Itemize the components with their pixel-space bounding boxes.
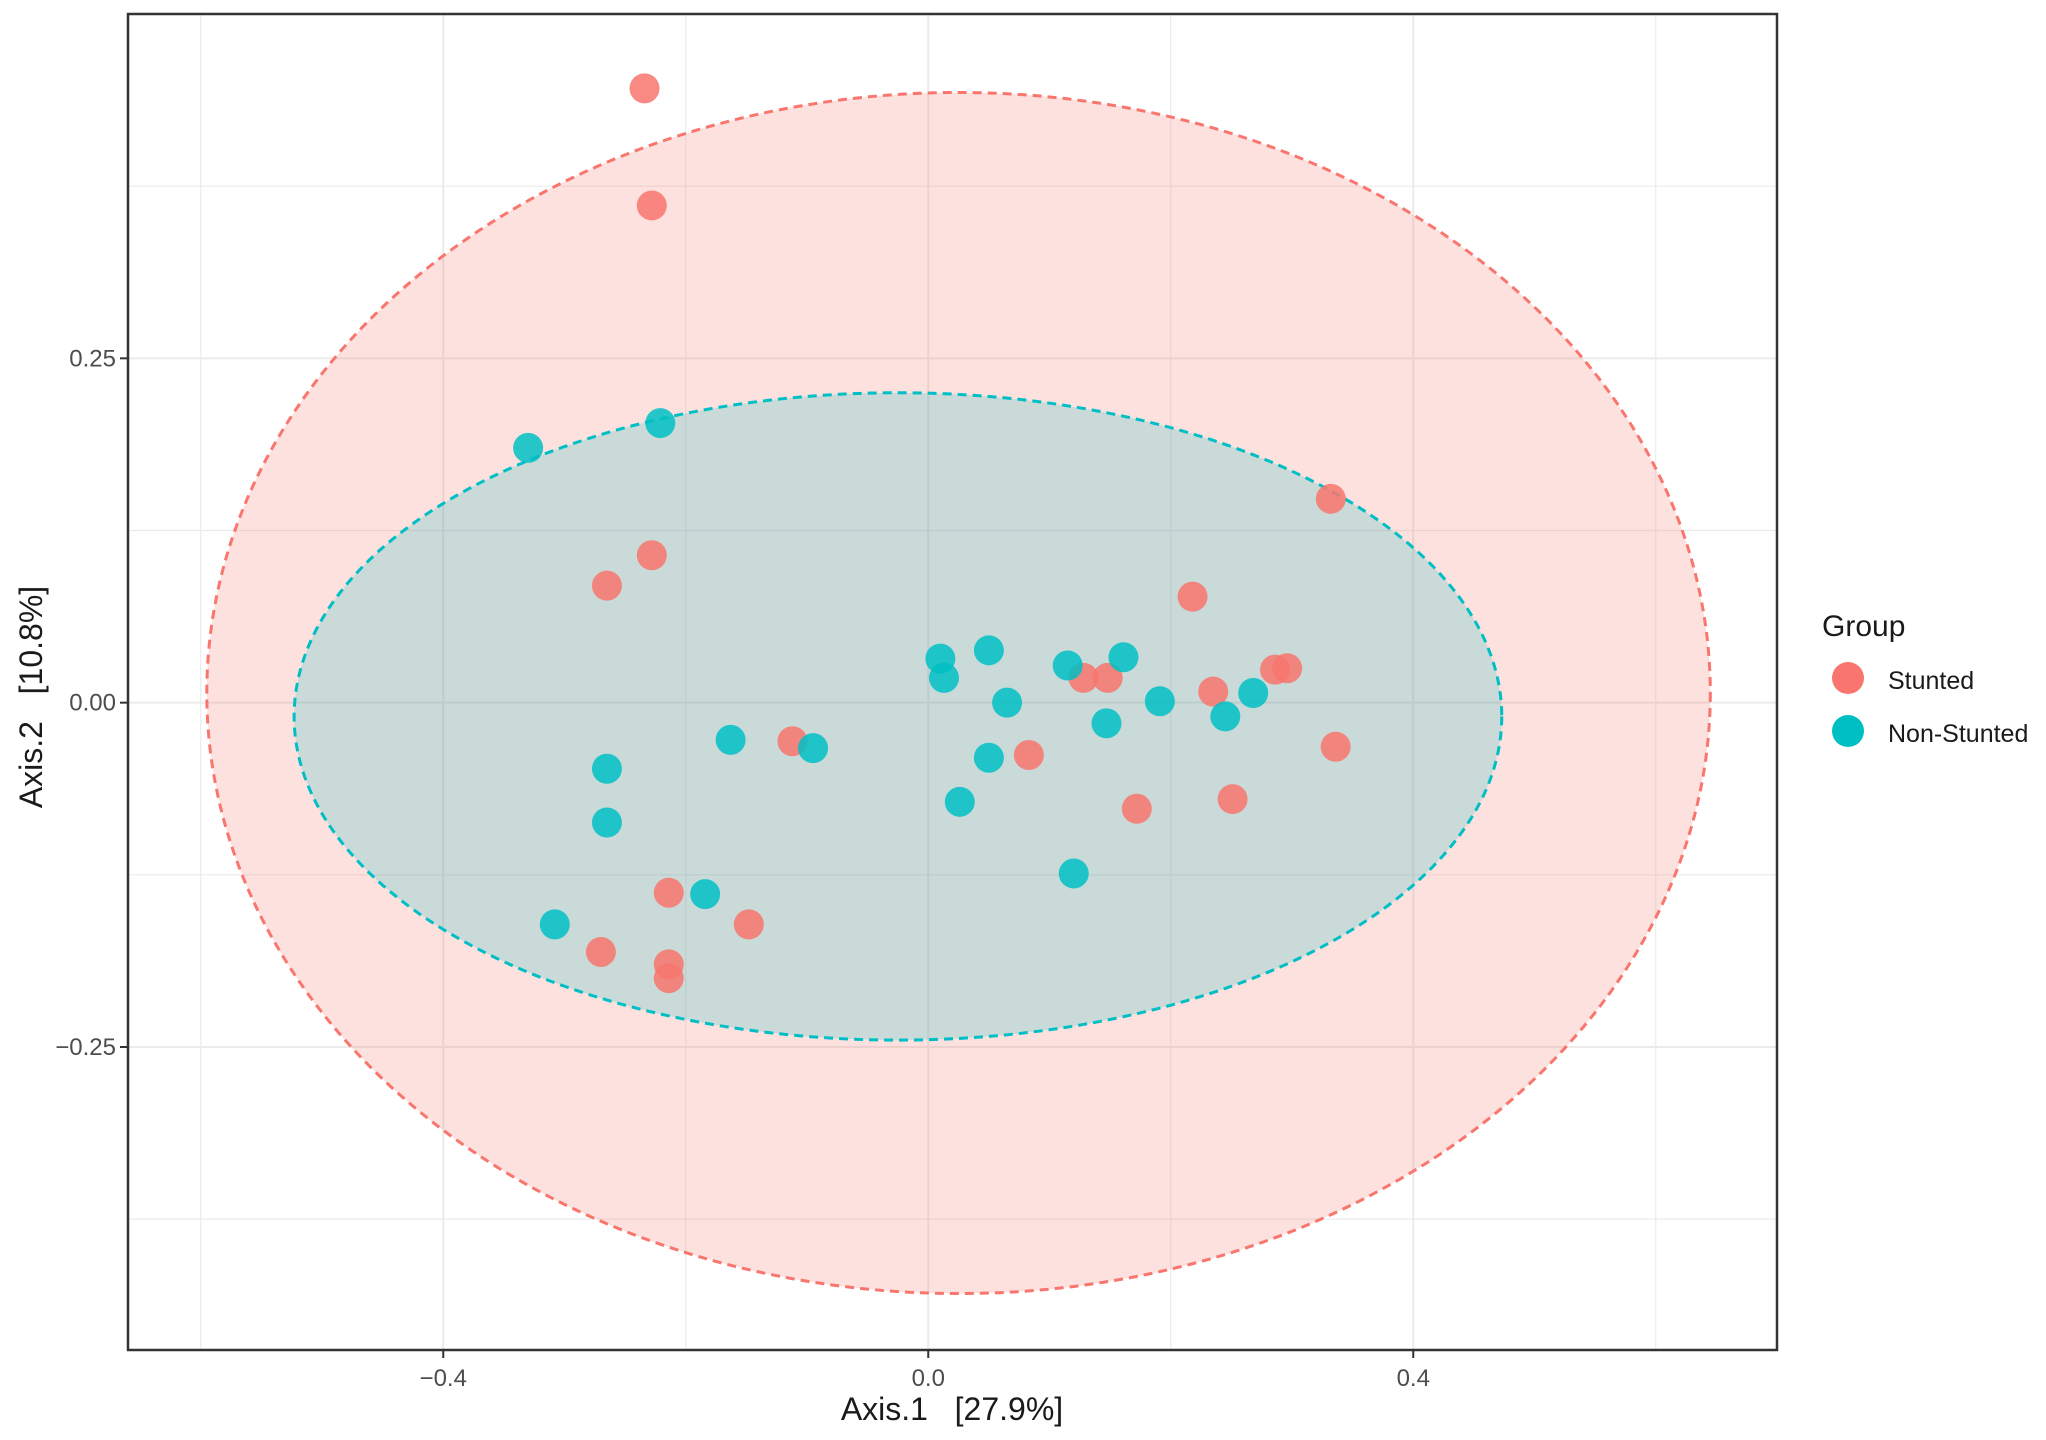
point-non-stunted [798,733,829,764]
y-axis-title: Axis.2 [10.8%] [13,586,49,808]
confidence-ellipses [205,91,1712,1296]
legend-title: Group [1822,610,1905,643]
minor-gridlines [128,14,1777,1350]
point-stunted [653,877,684,908]
point-stunted [636,190,667,221]
point-stunted [1320,731,1351,762]
point-stunted [733,909,764,940]
point-stunted [1092,662,1123,693]
x-axis-title: Axis.1 [27.9%] [841,1391,1063,1427]
point-non-stunted [973,635,1004,666]
point-non-stunted [591,753,622,784]
data-points [513,73,1351,994]
point-stunted [1121,793,1152,824]
point-non-stunted [1144,686,1175,717]
x-axis-ticks: −0.4 0.0 0.4 [420,1350,1430,1392]
point-non-stunted [591,807,622,838]
point-stunted [636,540,667,571]
point-stunted [1217,784,1248,815]
y-tick-label: 0.00 [69,690,116,717]
point-non-stunted [1091,708,1122,739]
point-stunted [1198,676,1229,707]
point-non-stunted [715,724,746,755]
point-stunted [1315,483,1346,514]
point-non-stunted [645,408,676,439]
point-stunted [653,963,684,994]
point-non-stunted [1108,642,1139,673]
point-stunted [629,73,660,104]
ellipse-stunted [205,91,1712,1296]
legend: Group Stunted Non-Stunted [1822,610,2028,748]
x-tick-label: −0.4 [420,1365,467,1392]
point-stunted [1177,581,1208,612]
y-tick-label: 0.25 [69,345,116,372]
point-non-stunted [690,879,721,910]
x-tick-label: 0.0 [912,1365,945,1392]
point-non-stunted [944,786,975,817]
point-non-stunted [1052,650,1083,681]
point-non-stunted [539,909,570,940]
legend-label-non-stunted: Non-Stunted [1888,720,2028,748]
point-non-stunted [1058,858,1089,889]
point-non-stunted [1210,701,1241,732]
y-axis-ticks: −0.25 0.00 0.25 [55,345,128,1061]
point-stunted [591,570,622,601]
point-non-stunted [929,662,960,693]
y-tick-label: −0.25 [55,1034,116,1061]
point-stunted [585,936,616,967]
point-non-stunted [992,687,1023,718]
point-non-stunted [513,432,544,463]
legend-label-stunted: Stunted [1888,667,1974,695]
legend-key-non-stunted [1832,715,1864,747]
major-gridlines [128,14,1777,1350]
plot-panel-border [126,12,1779,1352]
point-non-stunted [973,742,1004,773]
ellipse-non-stunted [292,391,1504,1042]
legend-key-stunted [1832,662,1864,694]
point-stunted [1272,653,1303,684]
x-tick-label: 0.4 [1397,1365,1430,1392]
point-stunted [1013,739,1044,770]
point-non-stunted [1238,678,1269,709]
